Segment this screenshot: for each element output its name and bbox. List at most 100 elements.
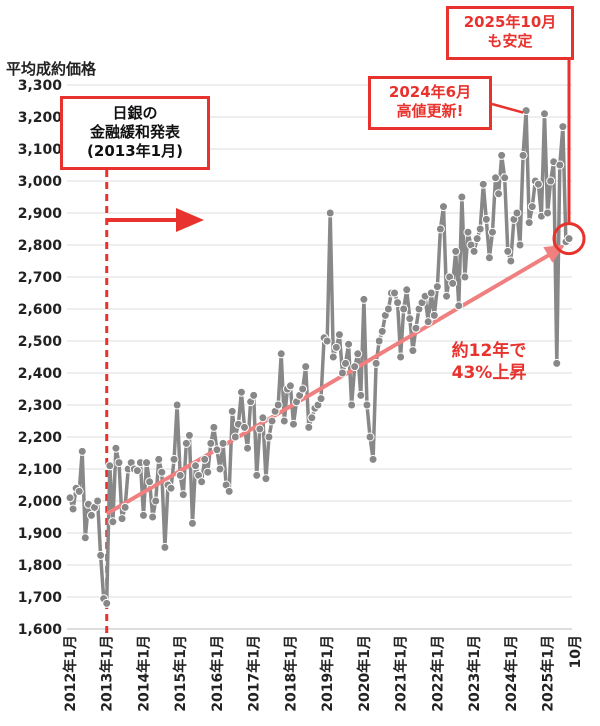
boj-arrow-head bbox=[176, 208, 204, 232]
data-point bbox=[243, 443, 253, 453]
y-tick-label: 2,200 bbox=[18, 430, 63, 446]
data-point bbox=[105, 461, 115, 471]
data-point bbox=[273, 400, 283, 410]
x-tick-label: 2023年1月 bbox=[466, 635, 483, 712]
y-tick-label: 2,500 bbox=[18, 334, 63, 350]
data-point bbox=[151, 496, 161, 506]
trend-arrow-shaft bbox=[105, 252, 553, 516]
data-point bbox=[512, 208, 522, 218]
data-point bbox=[80, 533, 90, 543]
boj-callout-line-1: 日銀の bbox=[112, 104, 158, 122]
data-point bbox=[491, 173, 501, 183]
y-tick-label: 1,800 bbox=[18, 558, 63, 574]
data-point bbox=[236, 387, 246, 397]
data-point bbox=[331, 342, 341, 352]
x-tick-label: 2016年1月 bbox=[209, 635, 226, 712]
data-point bbox=[65, 493, 75, 503]
oct2025-highlight-circle bbox=[552, 222, 586, 256]
data-point bbox=[365, 432, 375, 442]
data-point bbox=[148, 512, 158, 522]
data-point bbox=[347, 400, 357, 410]
data-point bbox=[344, 339, 354, 349]
data-point bbox=[454, 301, 464, 311]
data-point bbox=[74, 486, 84, 496]
jun2024-callout: 2024年6月 高値更新! bbox=[368, 76, 492, 130]
data-point bbox=[543, 208, 553, 218]
data-point bbox=[117, 514, 127, 524]
data-point bbox=[111, 443, 121, 453]
y-tick-label: 2,600 bbox=[18, 302, 63, 318]
data-point bbox=[362, 400, 372, 410]
x-tick-label: 2019年1月 bbox=[319, 635, 336, 712]
x-tick-label: 2013年1月 bbox=[99, 635, 116, 712]
data-point bbox=[521, 106, 531, 116]
data-point bbox=[396, 352, 406, 362]
data-point bbox=[527, 202, 537, 212]
data-point bbox=[172, 400, 182, 410]
data-point bbox=[515, 240, 525, 250]
data-point bbox=[249, 390, 259, 400]
data-point bbox=[197, 477, 207, 487]
data-point bbox=[307, 413, 317, 423]
data-point bbox=[356, 390, 366, 400]
data-point bbox=[448, 278, 458, 288]
data-point bbox=[552, 358, 562, 368]
trend-label-line-1: 約12年で bbox=[451, 341, 527, 361]
data-point bbox=[178, 490, 188, 500]
data-point bbox=[500, 173, 510, 183]
data-point bbox=[533, 179, 543, 189]
data-point bbox=[288, 419, 298, 429]
x-tick-label: 2012年1月 bbox=[62, 635, 79, 712]
y-tick-label: 2,300 bbox=[18, 398, 63, 414]
data-point bbox=[154, 454, 164, 464]
data-point bbox=[258, 413, 268, 423]
data-point bbox=[393, 298, 403, 308]
data-point bbox=[200, 454, 210, 464]
data-point bbox=[457, 192, 467, 202]
data-point bbox=[546, 176, 556, 186]
data-point bbox=[337, 368, 347, 378]
data-point bbox=[264, 432, 274, 442]
data-point bbox=[341, 358, 351, 368]
boj-callout-line-2: 金融緩和発表 bbox=[89, 122, 180, 141]
data-point bbox=[460, 272, 470, 282]
data-point bbox=[435, 224, 445, 234]
data-point bbox=[298, 384, 308, 394]
data-point bbox=[276, 349, 286, 359]
data-point bbox=[175, 470, 185, 480]
x-tick-label: 2017年1月 bbox=[246, 635, 263, 712]
data-point bbox=[463, 227, 473, 237]
data-point bbox=[160, 542, 170, 552]
data-point bbox=[157, 467, 167, 477]
data-point bbox=[145, 477, 155, 487]
data-point bbox=[181, 438, 191, 448]
data-point bbox=[191, 461, 201, 471]
data-point bbox=[224, 486, 234, 496]
data-point bbox=[120, 502, 130, 512]
data-point bbox=[564, 234, 574, 244]
data-point bbox=[142, 458, 152, 468]
boj-callout: 日銀の 金融緩和発表 (2013年1月) bbox=[60, 96, 210, 170]
data-point bbox=[438, 202, 448, 212]
data-point bbox=[368, 454, 378, 464]
data-point bbox=[255, 424, 265, 434]
data-point bbox=[230, 432, 240, 442]
data-point bbox=[316, 394, 326, 404]
data-point bbox=[184, 430, 194, 440]
x-tick-label: 2014年1月 bbox=[135, 635, 152, 712]
y-tick-label: 3,000 bbox=[18, 174, 63, 190]
y-tick-label: 2,000 bbox=[18, 494, 63, 510]
x-tick-label: 2015年1月 bbox=[172, 635, 189, 712]
data-point bbox=[399, 304, 409, 314]
oct2025-callout-line-1: 2025年10月 bbox=[463, 13, 557, 31]
data-point bbox=[497, 150, 507, 160]
data-point bbox=[506, 256, 516, 266]
data-point bbox=[166, 483, 176, 493]
jun2024-callout-line-2: 高値更新! bbox=[396, 101, 464, 120]
data-point bbox=[429, 310, 439, 320]
data-point bbox=[93, 496, 103, 506]
jun2024-pointer bbox=[491, 102, 524, 114]
y-tick-label: 3,300 bbox=[18, 78, 63, 94]
data-point bbox=[108, 517, 118, 527]
